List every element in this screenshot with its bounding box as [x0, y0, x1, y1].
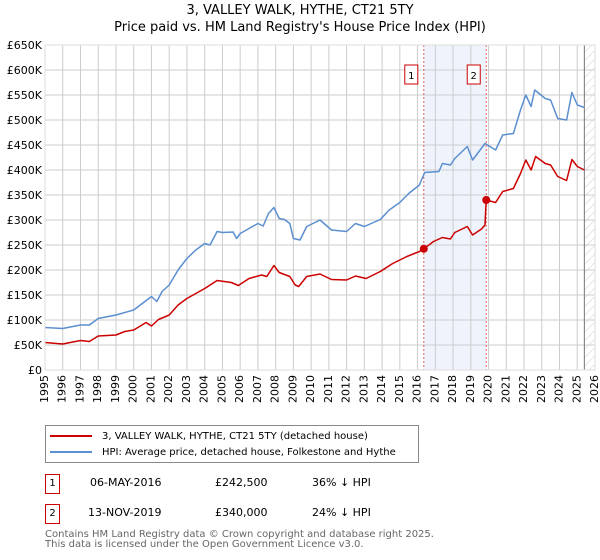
x-tick-label: 2005 [215, 375, 228, 403]
y-tick-label: £100K [7, 314, 43, 327]
x-tick-label: 2017 [428, 375, 441, 403]
title-line-2: Price paid vs. HM Land Registry's House … [114, 20, 486, 35]
y-tick-label: £250K [7, 239, 43, 252]
footer-copyright: Contains HM Land Registry data © Crown c… [45, 529, 434, 540]
legend-item-property: 3, VALLEY WALK, HYTHE, CT21 5TY (detache… [50, 428, 368, 444]
y-tick-label: £200K [7, 264, 43, 277]
legend-label-hpi: HPI: Average price, detached house, Folk… [102, 446, 396, 458]
x-tick-label: 1998 [91, 375, 104, 403]
x-tick-label: 2018 [446, 375, 459, 403]
y-tick-label: £300K [7, 214, 43, 227]
y-tick-label: £600K [7, 64, 43, 77]
x-tick-label: 2026 [588, 375, 600, 403]
sale-marker-label: 1 [408, 71, 414, 82]
y-tick-label: £0 [28, 364, 42, 377]
future-hatch [584, 45, 595, 370]
x-tick-label: 1997 [73, 375, 86, 403]
x-tick-label: 2009 [286, 375, 299, 403]
sale-marker-badge [404, 64, 419, 85]
sale-marker-badge [466, 64, 481, 85]
sale-marker-label: 2 [471, 71, 477, 82]
x-tick-label: 2003 [180, 375, 193, 403]
y-tick-label: £400K [7, 164, 43, 177]
transaction-price: £340,000 [215, 506, 268, 519]
transaction-row: 2 13-NOV-2019 £340,000 24% ↓ HPI [45, 504, 445, 524]
x-tick-label: 2015 [393, 375, 406, 403]
y-tick-label: £350K [7, 189, 43, 202]
chart-title: 3, VALLEY WALK, HYTHE, CT21 5TY Price pa… [0, 2, 600, 36]
x-tick-label: 2011 [322, 375, 335, 403]
transaction-date: 06-MAY-2016 [90, 476, 162, 489]
transaction-badge: 1 [45, 474, 60, 494]
x-tick-label: 2012 [340, 375, 353, 403]
legend: 3, VALLEY WALK, HYTHE, CT21 5TY (detache… [45, 425, 419, 463]
legend-label-property: 3, VALLEY WALK, HYTHE, CT21 5TY (detache… [102, 430, 368, 442]
y-tick-label: £450K [7, 139, 43, 152]
x-tick-label: 2020 [482, 375, 495, 403]
x-tick-label: 2000 [127, 375, 140, 403]
legend-swatch-hpi [50, 451, 92, 453]
x-tick-label: 2013 [357, 375, 370, 403]
x-tick-label: 2006 [233, 375, 246, 403]
x-tick-label: 2024 [553, 375, 566, 403]
y-tick-label: £650K [7, 39, 43, 52]
title-line-1: 3, VALLEY WALK, HYTHE, CT21 5TY [186, 3, 414, 18]
property-price-line [44, 155, 585, 345]
plot-border [44, 44, 596, 371]
x-tick-label: 2001 [144, 375, 157, 403]
x-tick-label: 2008 [269, 375, 282, 403]
x-tick-label: 2023 [535, 375, 548, 403]
x-tick-label: 2016 [411, 375, 424, 403]
footer-licence: This data is licensed under the Open Gov… [45, 539, 364, 550]
x-tick-label: 2019 [464, 375, 477, 403]
x-tick-label: 2004 [198, 375, 211, 403]
x-tick-label: 1995 [38, 375, 51, 403]
transaction-price: £242,500 [215, 476, 268, 489]
x-tick-label: 2007 [251, 375, 264, 403]
y-tick-label: £150K [7, 289, 43, 302]
x-tick-label: 1996 [56, 375, 69, 403]
x-tick-label: 2021 [499, 375, 512, 403]
x-tick-label: 2010 [304, 375, 317, 403]
y-tick-label: £500K [7, 114, 43, 127]
transaction-date: 13-NOV-2019 [88, 506, 162, 519]
sale-point [419, 244, 428, 253]
y-tick-label: £50K [14, 339, 43, 352]
transaction-badge: 2 [45, 504, 60, 524]
legend-swatch-property [50, 435, 92, 437]
sale-point [482, 196, 491, 204]
sale-period-shading [423, 45, 487, 370]
transaction-hpi-diff: 24% ↓ HPI [312, 506, 371, 519]
footer: Contains HM Land Registry data © Crown c… [45, 530, 434, 550]
y-tick-label: £550K [7, 89, 43, 102]
x-tick-label: 2002 [162, 375, 175, 403]
hpi-line [44, 89, 585, 330]
price-chart: 1995 1996 1997 1998 1999 2000 2001 2002 2003 2004… [7, 39, 600, 403]
x-tick-label: 1999 [109, 375, 122, 403]
x-tick-label: 2025 [570, 375, 583, 403]
transaction-row: 1 06-MAY-2016 £242,500 36% ↓ HPI [45, 474, 445, 494]
x-tick-label: 2022 [517, 375, 530, 403]
legend-item-hpi: HPI: Average price, detached house, Folk… [50, 444, 396, 460]
transaction-hpi-diff: 36% ↓ HPI [312, 476, 371, 489]
x-tick-label: 2014 [375, 375, 388, 403]
